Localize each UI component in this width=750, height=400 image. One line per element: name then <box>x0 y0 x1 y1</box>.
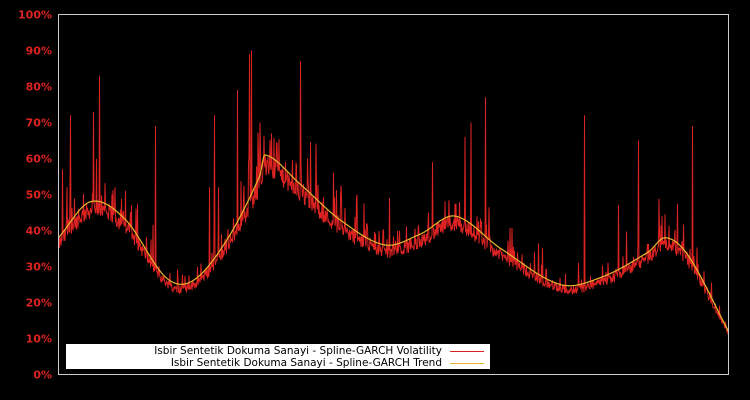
legend-item-volatility: Isbir Sentetik Dokuma Sanayi - Spline-GA… <box>154 345 484 357</box>
y-tick-label: 0% <box>33 369 52 382</box>
y-tick-label: 100% <box>18 9 52 22</box>
y-tick-label: 20% <box>26 297 52 310</box>
y-tick-label: 60% <box>26 153 52 166</box>
plot-frame <box>58 14 729 375</box>
legend-item-trend: Isbir Sentetik Dokuma Sanayi - Spline-GA… <box>171 357 484 369</box>
y-tick-label: 80% <box>26 81 52 94</box>
legend-label-volatility: Isbir Sentetik Dokuma Sanayi - Spline-GA… <box>154 345 442 357</box>
legend: Isbir Sentetik Dokuma Sanayi - Spline-GA… <box>66 344 490 369</box>
y-tick-label: 30% <box>26 261 52 274</box>
volatility-series <box>58 50 729 335</box>
legend-swatch-trend <box>450 362 484 364</box>
y-tick-label: 40% <box>26 225 52 238</box>
y-tick-label: 70% <box>26 117 52 130</box>
volatility-line <box>58 50 729 335</box>
y-tick-label: 10% <box>26 333 52 346</box>
y-tick-label: 90% <box>26 45 52 58</box>
trend-series <box>58 154 730 332</box>
legend-swatch-volatility <box>450 350 484 352</box>
y-axis-ticks: 0% 10% 20% 30% 40% 50% 60% 70% 80% 90% 100% <box>18 9 52 382</box>
legend-label-trend: Isbir Sentetik Dokuma Sanayi - Spline-GA… <box>170 357 442 369</box>
y-tick-label: 50% <box>26 189 52 202</box>
